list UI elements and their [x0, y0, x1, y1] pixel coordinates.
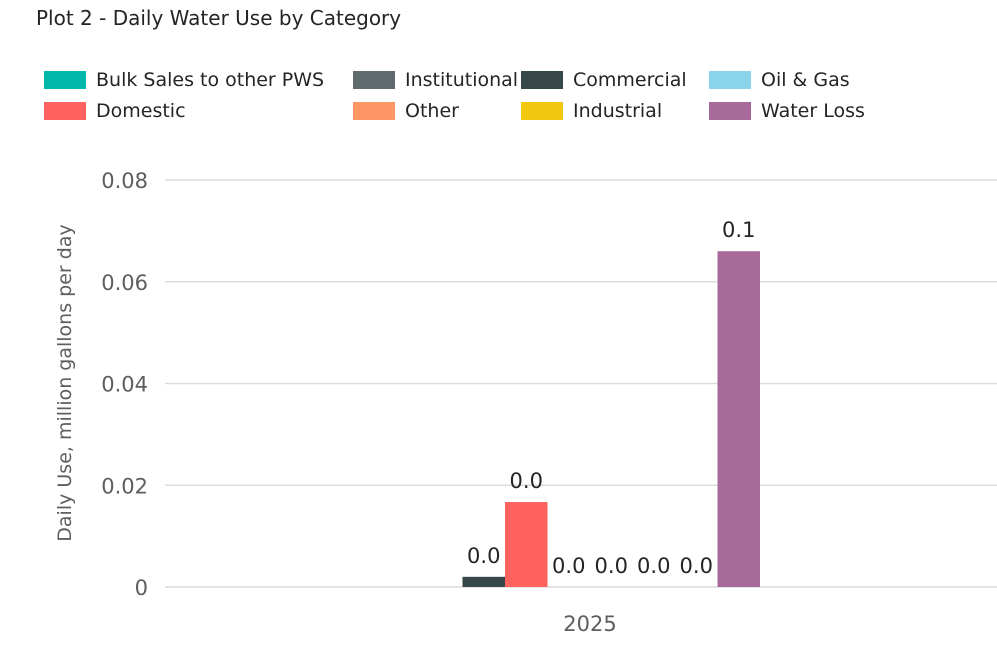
legend-swatch [709, 71, 751, 89]
legend-item[interactable]: Water Loss [709, 98, 865, 124]
y-axis-title: Daily Use, million gallons per day [54, 224, 76, 541]
legend-label: Commercial [573, 69, 687, 91]
legend-swatch [353, 71, 395, 89]
x-tick-label: 2025 [563, 612, 616, 636]
y-tick-label: 0.04 [101, 373, 148, 397]
legend-item[interactable]: Industrial [521, 98, 662, 124]
data-label: 0.0 [552, 554, 585, 578]
legend-item[interactable]: Institutional [353, 67, 518, 93]
legend-item[interactable]: Other [353, 98, 459, 124]
legend-item[interactable]: Oil & Gas [709, 67, 850, 93]
bar [462, 576, 505, 587]
data-label: 0.0 [467, 544, 500, 568]
legend-swatch [44, 71, 86, 89]
legend-item[interactable]: Commercial [521, 67, 687, 93]
legend-label: Other [405, 100, 459, 122]
data-label: 0.0 [637, 554, 670, 578]
data-label: 0.0 [680, 554, 713, 578]
legend-label: Water Loss [761, 100, 865, 122]
legend-item[interactable]: Domestic [44, 98, 186, 124]
y-tick-label: 0 [135, 576, 148, 600]
legend-swatch [521, 102, 563, 120]
legend-swatch [44, 102, 86, 120]
data-label: 0.0 [510, 469, 543, 493]
legend-label: Institutional [405, 69, 519, 91]
data-label: 0.1 [722, 218, 755, 242]
bar [717, 251, 760, 587]
y-tick-label: 0.02 [101, 474, 148, 498]
legend-label: Domestic [96, 100, 186, 122]
legend: Bulk Sales to other PWS Domestic Instituti… [44, 67, 944, 129]
legend-item[interactable]: Bulk Sales to other PWS [44, 67, 324, 93]
bar [505, 502, 548, 587]
legend-swatch [353, 102, 395, 120]
data-label: 0.0 [595, 554, 628, 578]
legend-label: Bulk Sales to other PWS [96, 69, 325, 91]
y-tick-label: 0.06 [101, 271, 148, 295]
legend-swatch [709, 102, 751, 120]
legend-label: Industrial [573, 100, 663, 122]
legend-swatch [521, 71, 563, 89]
chart-title: Plot 2 - Daily Water Use by Category [36, 6, 402, 30]
legend-label: Oil & Gas [761, 69, 850, 91]
y-tick-label: 0.08 [101, 169, 148, 193]
